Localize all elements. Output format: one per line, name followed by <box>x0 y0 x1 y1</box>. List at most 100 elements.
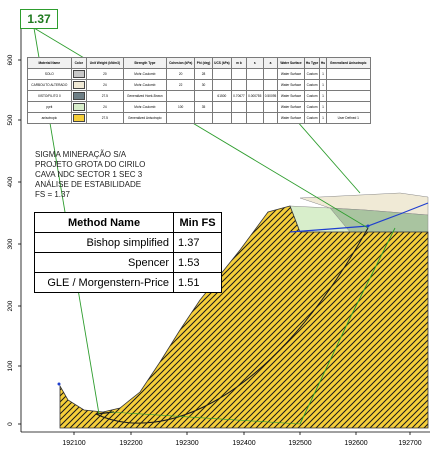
y-tick-label: 500 <box>7 114 14 125</box>
material-cell <box>245 112 264 124</box>
material-cell: Custom <box>303 90 321 102</box>
x-tick-label: 192400 <box>232 440 255 447</box>
material-col-header: Generalized Anisotropic <box>325 57 372 69</box>
material-col-header: Unit Weight (kN/m3) <box>85 57 124 69</box>
material-cell: Custom <box>303 68 321 80</box>
x-tick-label: 192500 <box>288 440 311 447</box>
material-cell <box>231 101 247 113</box>
material-cell <box>325 101 372 113</box>
material-cell: SOLO <box>27 68 72 80</box>
material-cell: Mohr-Coulomb <box>122 79 167 91</box>
material-cell: Mohr-Coulomb <box>122 101 167 113</box>
material-cell: 0.70677 <box>231 90 247 102</box>
material-swatch <box>72 114 85 122</box>
info-line: ANÁLISE DE ESTABILIDADE <box>35 180 142 189</box>
material-swatch <box>72 70 85 78</box>
method-fs: 1.37 <box>173 232 222 253</box>
material-cell: Custom <box>303 79 321 91</box>
material-cell: XISTO/FILITO 0 <box>27 90 72 102</box>
material-cell: 30 <box>194 79 213 91</box>
method-results-table: Method Name Min FS Bishop simplified 1.3… <box>33 212 222 293</box>
material-row: pyrit 24 Mohr-Coulomb 100 35 Water Surface Cus… <box>27 101 372 113</box>
material-col-header: UCS (kPa) <box>211 57 233 69</box>
critical-slip-surface <box>95 227 369 424</box>
material-cell: 28 <box>194 68 213 80</box>
material-cell: 0.50095 <box>262 90 279 102</box>
method-row: GLE / Morgenstern-Price 1.51 <box>33 272 222 293</box>
material-cell <box>325 79 372 91</box>
material-row: CARBOLITO ALTERADO 24 Mohr-Coulomb 22 30 Wate… <box>27 79 372 91</box>
material-cell <box>245 101 264 113</box>
x-tick-label: 192200 <box>119 440 142 447</box>
y-tick-label: 400 <box>7 176 14 187</box>
material-cell <box>262 68 279 80</box>
material-cell <box>245 79 264 91</box>
x-tick-label: 192600 <box>344 440 367 447</box>
material-table-header-row: Material Name Color Unit Weight (kN/m3) … <box>27 57 372 69</box>
material-cell: Generalized Anisotropic <box>122 112 167 124</box>
method-name: GLE / Morgenstern-Price <box>33 272 175 293</box>
method-name: Spencer <box>33 252 175 273</box>
material-col-header: s <box>245 57 264 69</box>
material-swatch <box>72 81 85 89</box>
info-line: SIGMA MINERAÇÃO S/A <box>35 150 127 159</box>
material-cell <box>245 68 264 80</box>
material-col-header: a <box>262 57 279 69</box>
material-cell: 24 <box>85 101 124 113</box>
material-color-cell <box>70 101 87 113</box>
material-cell: Water Surface <box>277 68 305 80</box>
material-cell <box>231 79 247 91</box>
info-line: FS = 1.37 <box>35 190 70 199</box>
min-fs-header: Min FS <box>173 212 222 233</box>
method-fs: 1.51 <box>173 272 222 293</box>
material-cell <box>194 112 213 124</box>
material-cell: 24 <box>85 79 124 91</box>
material-row: SOLO 20 Mohr-Coulomb 20 28 Water Surface Custo… <box>27 68 372 80</box>
material-properties-table: Material Name Color Unit Weight (kN/m3) … <box>27 57 372 124</box>
factor-of-safety-box: 1.37 <box>20 9 58 29</box>
method-name: Bishop simplified <box>33 232 175 253</box>
y-tick-label: 100 <box>7 360 14 371</box>
info-line: PROJETO GROTA DO CIRILO <box>35 160 146 169</box>
material-row: XISTO/FILITO 0 27.5 Generalized Hoek-Brown… <box>27 90 372 102</box>
material-cell <box>325 68 372 80</box>
material-cell: Water Surface <box>277 112 305 124</box>
material-cell: 20 <box>165 68 196 80</box>
method-fs: 1.53 <box>173 252 222 273</box>
material-cell <box>211 68 233 80</box>
boundary-point-left <box>57 382 61 386</box>
method-name-header: Method Name <box>33 212 175 233</box>
material-cell: 61500 <box>211 90 233 102</box>
y-tick-label: 600 <box>7 54 14 65</box>
material-cell: Custom <box>303 101 321 113</box>
material-cell: 22 <box>165 79 196 91</box>
slip-chord-line <box>109 411 301 425</box>
material-cell <box>325 90 372 102</box>
material-swatch <box>72 92 85 100</box>
material-cell: User Defined 1 <box>325 112 372 124</box>
material-col-header: Cohesion (kPa) <box>165 57 196 69</box>
material-swatch <box>72 103 85 111</box>
material-cell <box>231 68 247 80</box>
material-color-cell <box>70 68 87 80</box>
material-cell: Water Surface <box>277 79 305 91</box>
material-color-cell <box>70 90 87 102</box>
material-cell <box>262 101 279 113</box>
method-row: Bishop simplified 1.37 <box>33 232 222 253</box>
boundary-point-right <box>366 224 370 228</box>
material-cell: Mohr-Coulomb <box>122 68 167 80</box>
material-cell <box>211 112 233 124</box>
material-row: anisotropic 27.5 Generalized Anisotropic Wa… <box>27 112 372 124</box>
material-cell <box>165 90 196 102</box>
material-col-header: m b <box>231 57 247 69</box>
material-cell: Custom <box>303 112 321 124</box>
material-cell: 27.5 <box>85 112 124 124</box>
material-cell <box>211 79 233 91</box>
info-line: CAVA NDC SECTOR 1 SEC 3 <box>35 170 143 179</box>
material-color-cell <box>70 79 87 91</box>
project-info: SIGMA MINERAÇÃO S/A PROJETO GROTA DO CIR… <box>35 150 145 200</box>
x-tick-label: 192100 <box>62 440 85 447</box>
material-cell <box>231 112 247 124</box>
y-tick-label: 300 <box>7 238 14 249</box>
